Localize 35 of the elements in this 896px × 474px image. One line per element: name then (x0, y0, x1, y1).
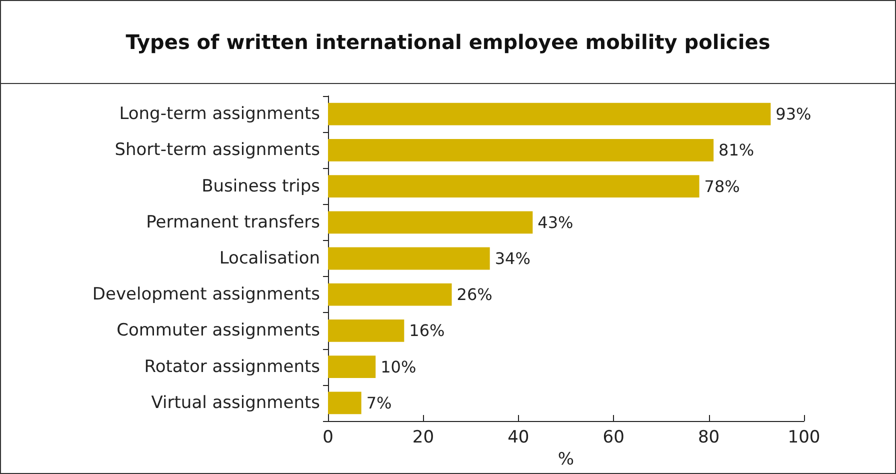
chart-title: Types of written international employee mobility policies (1, 1, 895, 84)
x-axis-title: % (558, 450, 574, 470)
data-label: 81% (718, 140, 754, 160)
x-tick-label: 100 (788, 428, 820, 448)
y-tick-label: Short-term assignments (114, 140, 320, 160)
x-tick-label: 60 (602, 428, 624, 448)
y-tick-label: Business trips (202, 176, 320, 196)
bar (328, 320, 404, 342)
y-tick-label: Virtual assignments (151, 392, 320, 413)
data-label: 93% (776, 104, 812, 124)
y-tick-label: Long-term assignments (119, 104, 320, 124)
y-tick-label: Rotator assignments (144, 356, 320, 377)
y-tick-label: Commuter assignments (116, 320, 320, 341)
bar (328, 247, 490, 270)
x-tick-label: 80 (698, 428, 720, 448)
bar (328, 138, 714, 162)
bar (328, 175, 700, 198)
data-label: 34% (494, 249, 530, 268)
data-label: 43% (538, 212, 574, 232)
bar (328, 102, 771, 126)
x-tick-label: 20 (412, 428, 434, 448)
x-tick-label: 40 (508, 428, 530, 448)
data-label: 10% (380, 357, 416, 376)
data-label: 26% (456, 285, 492, 304)
bar (328, 283, 452, 306)
data-label: 78% (704, 176, 740, 196)
bar (328, 211, 533, 234)
x-tick-label: 0 (322, 428, 334, 448)
y-tick-label: Localisation (219, 248, 320, 268)
bar (328, 392, 362, 414)
y-tick-label: Development assignments (92, 284, 320, 305)
bar (328, 356, 376, 378)
y-tick-label: Permanent transfers (146, 212, 320, 232)
data-label: 16% (409, 321, 445, 340)
data-label: 7% (366, 393, 392, 412)
